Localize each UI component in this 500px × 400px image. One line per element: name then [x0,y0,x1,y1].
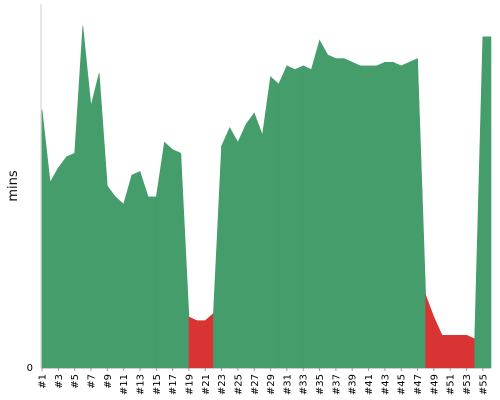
area-segment [311,40,320,369]
area-segment [270,76,280,369]
x-tick-label: #53 [462,374,473,395]
area-segment [66,152,75,369]
area-segment [74,25,84,369]
x-tick-label: #33 [299,374,310,395]
area-segment [188,316,198,369]
area-segment [466,334,475,369]
area-segment [327,54,337,369]
area-segment [400,61,410,369]
area-segment [262,76,271,369]
area-segment [82,25,92,369]
x-tick-label: #35 [315,374,326,395]
area-segment [294,65,304,369]
x-tick-label: #41 [364,374,375,395]
area-segment [474,36,484,369]
area-segment [302,65,312,369]
area-segment [213,145,222,369]
x-tick-label: #21 [201,374,212,395]
area-segment [384,61,394,369]
x-tick-label: #9 [103,374,114,389]
x-tick-label: #29 [266,374,277,395]
area-segment [164,141,173,369]
area-segment [343,58,353,369]
area-segment [123,174,133,369]
area-segment [49,166,59,369]
x-axis-ticks: #1 #3 #5 #7 #9 #11 #13 #15 #17 #19 #21 #23 #25 #27 #29… [38,368,489,395]
x-tick-label: #1 [38,374,49,389]
x-tick-label: #39 [348,374,359,395]
area-segment [115,196,124,369]
area-segment [417,58,426,369]
x-tick-label: #17 [168,374,179,395]
x-tick-label: #3 [54,374,65,389]
area-segment [139,171,149,369]
area-segment [180,153,190,369]
area-segment [482,36,492,369]
area-segment [131,170,141,369]
area-segment [319,39,329,369]
x-tick-label: #43 [380,374,391,395]
area-segment [409,58,418,369]
area-segment [204,312,214,369]
area-segment [172,149,182,369]
x-tick-label: #19 [184,374,195,395]
area-segment [392,61,402,369]
x-tick-label: #27 [250,374,261,395]
x-tick-label: #15 [152,374,163,395]
area-segment [433,316,443,369]
area-segment [41,109,51,369]
area-segment [229,126,239,369]
area-segment [98,73,108,369]
area-segment [147,196,157,369]
x-tick-label: #13 [135,374,146,395]
area-segment [245,112,255,369]
area-segment [368,65,378,369]
area-segment [253,113,263,369]
x-tick-label: #7 [86,374,97,389]
area-segment [237,123,247,369]
x-tick-label: #37 [331,374,342,395]
area-segment [286,65,296,369]
x-tick-label: #31 [282,374,293,395]
y-tick-label-0: 0 [27,363,33,374]
x-tick-label: #11 [119,374,130,395]
area-segment [449,334,459,369]
area-segment [155,142,165,369]
area-segment [196,320,206,369]
x-tick-label: #55 [478,374,489,395]
plot-area [41,25,492,369]
x-tick-label: #25 [233,374,244,395]
area-segment [58,155,67,369]
area-segment [107,185,116,369]
x-tick-label: #51 [446,374,457,395]
x-tick-label: #45 [397,374,408,395]
y-axis-label: mins [6,170,21,202]
x-tick-label: #49 [429,374,440,395]
area-segment [221,127,231,369]
area-segment [351,61,361,369]
area-segment [425,295,435,369]
area-segment [335,58,345,369]
x-tick-label: #23 [217,374,228,395]
area-segment [278,65,288,369]
area-segment [458,334,467,369]
area-segment [376,61,386,369]
x-tick-label: #47 [413,374,424,395]
area-segment [360,65,369,369]
area-segment [90,73,100,369]
area-segment [441,334,451,369]
x-tick-label: #5 [70,374,81,389]
